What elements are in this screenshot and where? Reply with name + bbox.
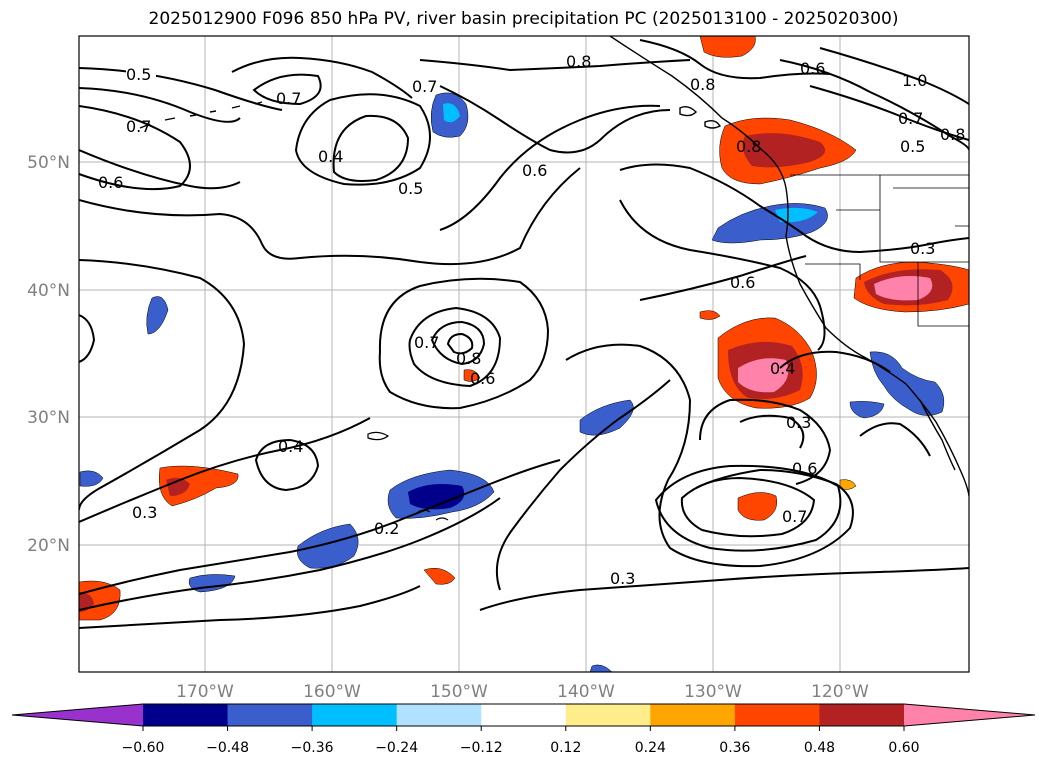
- lon-label: 140°W: [557, 682, 615, 702]
- colorbar-segment: [481, 704, 567, 726]
- precip-shading: [79, 36, 969, 672]
- contour-label: 0.3: [132, 503, 157, 522]
- colorbar-tick-label: 0.48: [804, 740, 835, 756]
- contour-label: 0.5: [398, 179, 423, 198]
- map-area: 0.5 0.7 0.7 0.8 0.6 1.0 0.7 0.8 0.5 0.7 …: [79, 36, 969, 672]
- colorbar-segment: [227, 704, 313, 726]
- colorbar-tick-label: −0.48: [206, 740, 249, 756]
- colorbar-extend-high: [904, 704, 1035, 726]
- contour-label: 0.8: [566, 52, 591, 71]
- contour-label: 0.7: [126, 117, 151, 136]
- lat-label: 40°N: [27, 281, 70, 301]
- lon-labels: 170°W 160°W 150°W 140°W 130°W 120°W: [176, 682, 869, 702]
- colorbar-tick-label: −0.60: [122, 740, 165, 756]
- contour-label: 0.3: [910, 239, 935, 258]
- contour-label: 0.7: [782, 507, 807, 526]
- map-title: 2025012900 F096 850 hPa PV, river basin …: [148, 9, 899, 29]
- lat-label: 20°N: [27, 536, 70, 556]
- lat-label: 30°N: [27, 408, 70, 428]
- lon-label: 150°W: [430, 682, 488, 702]
- neg-anomaly-oregon: [711, 203, 828, 244]
- lon-label: 160°W: [303, 682, 361, 702]
- lon-label: 170°W: [176, 682, 234, 702]
- contour-label: 0.6: [800, 59, 825, 78]
- contour-label: 0.7: [412, 77, 437, 96]
- colorbar-tick-label: 0.36: [719, 740, 750, 756]
- contour-label: 0.6: [470, 369, 495, 388]
- colorbar-tick-label: −0.36: [291, 740, 334, 756]
- colorbar-segment: [650, 704, 736, 726]
- contour-label: 0.3: [786, 413, 811, 432]
- contour-label: 0.7: [414, 333, 439, 352]
- lat-labels: 50°N 40°N 30°N 20°N: [27, 153, 70, 556]
- state-borders: [790, 174, 969, 327]
- contour-label: 0.3: [610, 569, 635, 588]
- colorbar-segment: [819, 704, 905, 726]
- contour-label: 0.6: [522, 161, 547, 180]
- map-frame: [78, 35, 970, 673]
- contour-label: 0.8: [456, 349, 481, 368]
- contour-label: 0.2: [374, 519, 399, 538]
- contour-label: 0.5: [126, 65, 151, 84]
- contour-label: 0.6: [730, 273, 755, 292]
- contour-label: 0.8: [736, 137, 761, 156]
- colorbar-segment: [396, 704, 482, 726]
- lon-label: 130°W: [684, 682, 742, 702]
- contour-label: 0.5: [900, 137, 925, 156]
- colorbar-tick-label: −0.24: [375, 740, 418, 756]
- contour-labels: 0.5 0.7 0.7 0.8 0.6 1.0 0.7 0.8 0.5 0.7 …: [98, 52, 965, 588]
- lon-label: 120°W: [811, 682, 869, 702]
- contour-label: 0.7: [276, 89, 301, 108]
- contour-label: 0.4: [770, 359, 795, 378]
- lat-label: 50°N: [27, 153, 70, 173]
- contour-label: 0.6: [792, 459, 817, 478]
- contour-label: 0.6: [98, 173, 123, 192]
- colorbar-tick-label: −0.12: [460, 740, 503, 756]
- contour-label: 0.7: [898, 109, 923, 128]
- colorbar-tick-label: 0.12: [550, 740, 581, 756]
- pos-anomaly-nw: [699, 36, 756, 58]
- coastlines: [139, 36, 969, 497]
- contour-label: 0.4: [318, 147, 343, 166]
- neg-anomaly-west: [297, 523, 359, 569]
- pos-anomaly-west-pacific: [159, 465, 239, 507]
- colorbar-segment: [565, 704, 651, 726]
- colorbar: −0.60 −0.48 −0.36 −0.24 −0.12 0.12 0.24 0.36 0.4…: [11, 703, 1036, 756]
- colorbar-tick-label: 0.60: [888, 740, 919, 756]
- colorbar-segment: [312, 704, 398, 726]
- colorbar-segment: [734, 704, 820, 726]
- contour-label: 0.8: [940, 125, 965, 144]
- contour-label: 0.8: [690, 75, 715, 94]
- contour-label: 0.4: [278, 437, 303, 456]
- colorbar-extend-low: [12, 704, 143, 726]
- colorbar-tick-label: 0.24: [635, 740, 666, 756]
- contour-label: 1.0: [902, 71, 927, 90]
- colorbar-segment: [143, 704, 229, 726]
- pv-contours: [79, 39, 969, 629]
